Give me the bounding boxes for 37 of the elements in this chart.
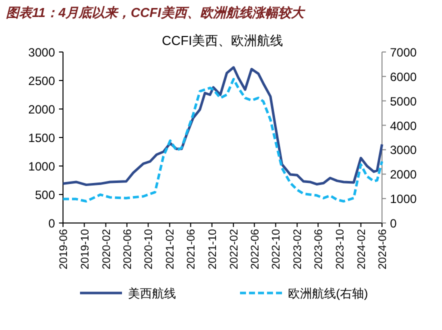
x-tick-label: 2024-02: [356, 229, 368, 270]
x-tick-label: 2023-10: [334, 229, 346, 270]
chart-subtitle: CCFI美西、欧洲航线: [162, 33, 284, 48]
y-tick-label: 1500: [28, 131, 56, 145]
x-tick-label: 2021-10: [206, 229, 219, 270]
x-tick-label: 2019-06: [58, 229, 70, 270]
x-tick-label: 2020-06: [122, 229, 134, 270]
legend-label: 欧洲航线(右轴): [288, 286, 368, 300]
y2-tick-label: 1000: [390, 192, 418, 206]
y-tick-label: 2000: [28, 102, 56, 116]
x-tick-label: 2022-10: [270, 229, 283, 270]
y2-tick-label: 2000: [390, 168, 418, 182]
y2-tick-label: 7000: [390, 46, 418, 60]
y2-tick-label: 4000: [390, 118, 418, 133]
x-tick-label: 2022-02: [228, 229, 240, 270]
line-series: [62, 66, 384, 186]
y2-tick-label: 6000: [390, 70, 418, 84]
y-tick-label: 2500: [28, 74, 56, 88]
y-tick-label: 500: [34, 188, 56, 202]
x-tick-label: 2020-02: [100, 229, 113, 270]
x-tick-label: 2023-06: [313, 229, 326, 270]
x-tick-label: 2020-10: [143, 229, 156, 270]
y2-tick-label: 0: [390, 216, 397, 230]
x-tick-label: 2024-06: [377, 229, 389, 270]
legend-label: 美西航线: [128, 286, 176, 300]
y2-tick-label: 3000: [390, 143, 418, 158]
chart-title: 图表11：4月底以来，CCFI美西、欧洲航线涨幅较大: [6, 5, 306, 20]
x-tick-label: 2021-06: [186, 229, 198, 270]
x-tick-label: 2022-06: [249, 229, 262, 270]
y-tick-label: 3000: [28, 46, 56, 60]
line-series: [62, 78, 384, 203]
y-tick-label: 0: [48, 216, 56, 230]
y-tick-label: 1000: [28, 160, 56, 174]
x-tick-label: 2023-02: [292, 229, 304, 270]
x-tick-label: 2021-02: [164, 229, 177, 270]
y2-tick-label: 5000: [390, 94, 418, 108]
x-tick-label: 2019-10: [79, 229, 92, 270]
